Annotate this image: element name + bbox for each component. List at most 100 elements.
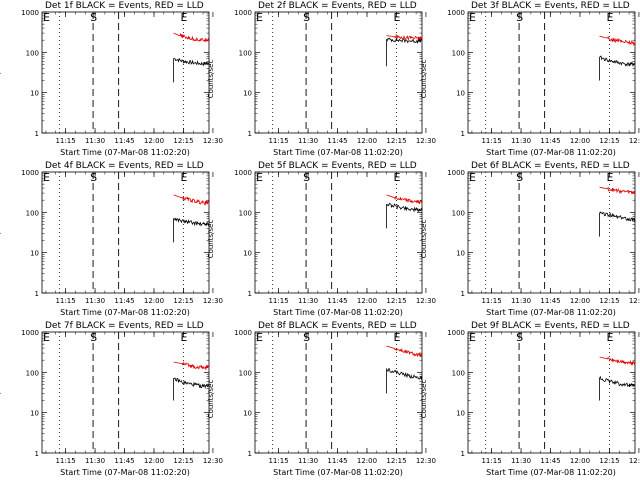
y-tick-label: 1000 — [234, 329, 252, 337]
x-tick-label: 11:30 — [298, 137, 318, 145]
x-tick-label: 12:00 — [144, 137, 164, 145]
y-tick-label: 1000 — [447, 329, 465, 337]
plot-frame — [254, 331, 423, 454]
panel-title: Det 1f BLACK = Events, RED = LLD — [45, 1, 204, 11]
chart-svg: 1 10 100 1000 11:15 11:30 11:45 12:00 12:15 12:30… — [21, 169, 223, 305]
x-tick-label: 11:15 — [481, 297, 501, 305]
x-tick-label: 11:30 — [511, 137, 531, 145]
x-tick-label: 12:30 — [203, 137, 223, 145]
y-tick-label: 1000 — [447, 9, 465, 17]
events-series-line — [173, 57, 210, 83]
y-tick-label: 1 — [35, 130, 39, 138]
plot-frame — [254, 171, 423, 294]
time-marker-label: E — [256, 11, 263, 24]
time-marker-label: S — [303, 331, 310, 344]
y-tick-label: 100 — [26, 49, 39, 57]
time-marker-label: E — [43, 171, 50, 184]
detector-panel: 1 10 100 1000 11:15 11:30 11:45 12:00 12:15 12:30… — [420, 160, 640, 320]
time-marker-label: E — [393, 11, 400, 24]
x-tick-label: 11:45 — [114, 297, 134, 305]
x-tick-label: 11:15 — [481, 137, 501, 145]
time-marker-label: E — [43, 331, 50, 344]
detector-panel: 1 10 100 1000 11:15 11:30 11:45 12:00 12:15 12:30… — [420, 320, 640, 480]
y-tick-label: 1000 — [21, 329, 39, 337]
x-tick-label: 11:15 — [268, 457, 288, 465]
time-marker-label: E — [469, 171, 476, 184]
x-tick-label: 12:15 — [599, 137, 619, 145]
y-axis-label: Counts/sec — [207, 59, 215, 99]
x-tick-label: 11:15 — [268, 137, 288, 145]
y-tick-label: 1 — [461, 130, 465, 138]
x-tick-label: 12:15 — [173, 297, 193, 305]
x-tick-label: 12:00 — [144, 297, 164, 305]
time-marker-label: E — [606, 171, 613, 184]
events-series-line — [599, 55, 636, 81]
y-tick-label: 1 — [35, 450, 39, 458]
x-tick-label: 12:15 — [599, 297, 619, 305]
x-tick-label: 12:30 — [416, 457, 436, 465]
time-marker-label: S — [516, 331, 523, 344]
x-tick-label: 11:30 — [298, 457, 318, 465]
chart-svg: 1 10 100 1000 11:15 11:30 11:45 12:00 12:15 12:30… — [21, 329, 223, 465]
y-tick-label: 1 — [461, 450, 465, 458]
events-series-line — [386, 367, 423, 394]
time-marker-label: S — [516, 171, 523, 184]
x-tick-label: 11:45 — [327, 457, 347, 465]
time-marker-label: E — [256, 331, 263, 344]
time-marker-label: E — [393, 331, 400, 344]
y-tick-label: 1 — [35, 290, 39, 298]
x-tick-label: 12:30 — [416, 137, 436, 145]
y-tick-label: 1 — [248, 290, 252, 298]
x-tick-label: 12:30 — [203, 297, 223, 305]
y-tick-label: 1000 — [234, 169, 252, 177]
y-tick-label: 1 — [248, 450, 252, 458]
y-tick-label: 10 — [456, 250, 465, 258]
y-tick-label: 100 — [452, 209, 465, 217]
panel-title: Det 4f BLACK = Events, RED = LLD — [45, 161, 204, 171]
x-tick-label: 12:00 — [144, 457, 164, 465]
y-axis-label: Counts/sec — [0, 59, 2, 99]
detector-panel: 1 10 100 1000 11:15 11:30 11:45 12:00 12:15 12:30… — [0, 320, 223, 480]
time-marker-label: E — [606, 11, 613, 24]
time-marker-label: S — [303, 11, 310, 24]
y-tick-label: 10 — [456, 410, 465, 418]
y-axis-label: Counts/sec — [0, 219, 2, 259]
chart-svg: 1 10 100 1000 11:15 11:30 11:45 12:00 12:15 12:30… — [234, 9, 436, 145]
x-tick-label: 11:15 — [481, 457, 501, 465]
panel-title: Det 6f BLACK = Events, RED = LLD — [471, 161, 630, 171]
detector-panel: 1 10 100 1000 11:15 11:30 11:45 12:00 12:15 12:30… — [0, 160, 223, 320]
y-tick-label: 1000 — [447, 169, 465, 177]
x-tick-label: 12:00 — [570, 457, 590, 465]
time-marker-label: S — [90, 11, 97, 24]
lld-series-line — [173, 361, 210, 371]
x-tick-label: 11:45 — [327, 297, 347, 305]
events-series-line — [599, 375, 636, 401]
y-tick-label: 1000 — [234, 9, 252, 17]
x-tick-label: 12:00 — [357, 137, 377, 145]
time-marker-label: E — [180, 331, 187, 344]
y-axis-label: Counts/sec — [420, 59, 428, 99]
y-tick-label: 100 — [239, 49, 252, 57]
x-tick-label: 11:15 — [268, 297, 288, 305]
y-tick-label: 100 — [452, 49, 465, 57]
x-tick-label: 12:00 — [570, 137, 590, 145]
x-tick-label: 12:00 — [357, 297, 377, 305]
x-axis-label: Start Time (07-Mar-08 11:02:20) — [486, 468, 616, 477]
time-marker-label: E — [469, 11, 476, 24]
time-marker-label: S — [90, 171, 97, 184]
lld-series-line — [599, 35, 636, 47]
x-tick-label: 11:15 — [55, 297, 75, 305]
events-series-line — [173, 377, 210, 401]
time-marker-label: E — [469, 331, 476, 344]
chart-svg: 1 10 100 1000 11:15 11:30 11:45 12:00 12:15 12:30… — [447, 9, 640, 145]
events-series-line — [386, 202, 423, 229]
y-axis-label: Counts/sec — [207, 379, 215, 419]
detector-panel: 1 10 100 1000 11:15 11:30 11:45 12:00 12:15 12:30… — [207, 0, 436, 160]
x-tick-label: 12:30 — [629, 297, 640, 305]
lld-series-line — [599, 356, 636, 366]
time-marker-label: E — [606, 331, 613, 344]
y-tick-label: 10 — [243, 250, 252, 258]
x-axis-label: Start Time (07-Mar-08 11:02:20) — [60, 468, 190, 477]
chart-svg: 1 10 100 1000 11:15 11:30 11:45 12:00 12:15 12:30… — [21, 9, 223, 145]
x-tick-label: 12:30 — [629, 457, 640, 465]
